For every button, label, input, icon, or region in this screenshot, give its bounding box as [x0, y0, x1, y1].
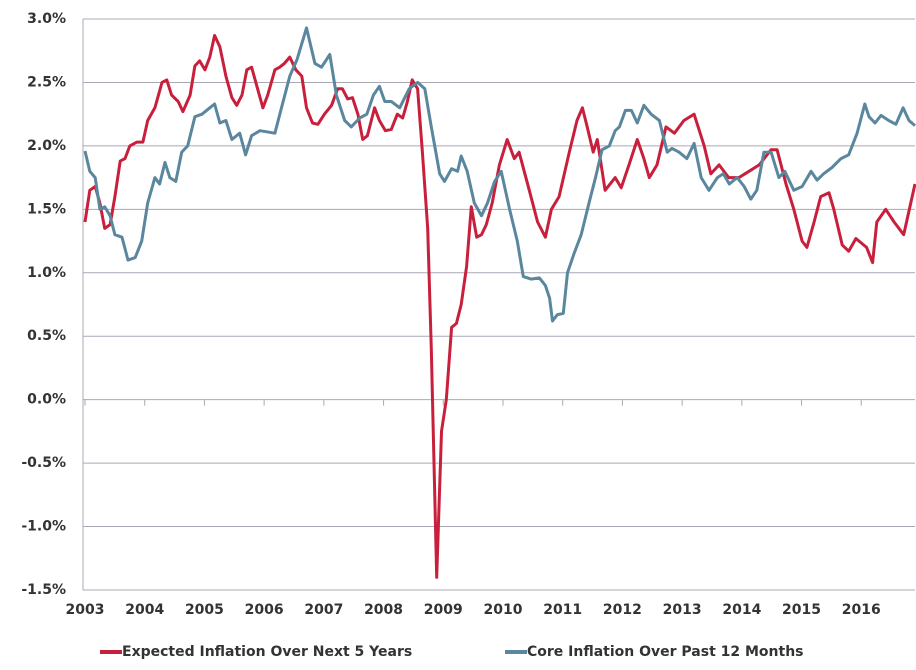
x-tick-label: 2012: [603, 602, 642, 618]
x-tick-label: 2003: [66, 602, 105, 618]
x-tick-label: 2004: [125, 602, 164, 618]
x-tick-label: 2009: [424, 602, 463, 618]
y-tick-label: 0.5%: [27, 328, 66, 344]
y-tick-label: -1.5%: [21, 582, 66, 598]
x-tick-label: 2007: [304, 602, 343, 618]
legend-label: Expected Inflation Over Next 5 Years: [122, 644, 412, 660]
y-tick-label: -1.0%: [21, 519, 66, 535]
y-tick-label: 3.0%: [27, 11, 66, 27]
y-tick-label: -0.5%: [21, 455, 66, 471]
y-tick-label: 2.5%: [27, 74, 66, 90]
y-tick-label: 2.0%: [27, 138, 66, 154]
x-tick-label: 2014: [722, 602, 761, 618]
y-tick-label: 0.0%: [27, 392, 66, 408]
x-tick-label: 2010: [484, 602, 523, 618]
series-line: [83, 26, 916, 323]
x-tick-label: 2008: [364, 602, 403, 618]
x-tick-label: 2013: [663, 602, 702, 618]
x-tick-label: 2011: [543, 602, 582, 618]
series-line: [83, 34, 916, 579]
y-tick-label: 1.5%: [27, 201, 66, 217]
legend-label: Core Inflation Over Past 12 Months: [527, 644, 804, 660]
x-tick-label: 2015: [782, 602, 821, 618]
x-tick-label: 2016: [842, 602, 881, 618]
x-tick-label: 2005: [185, 602, 224, 618]
x-tick-label: 2006: [245, 602, 284, 618]
y-tick-label: 1.0%: [27, 265, 66, 281]
